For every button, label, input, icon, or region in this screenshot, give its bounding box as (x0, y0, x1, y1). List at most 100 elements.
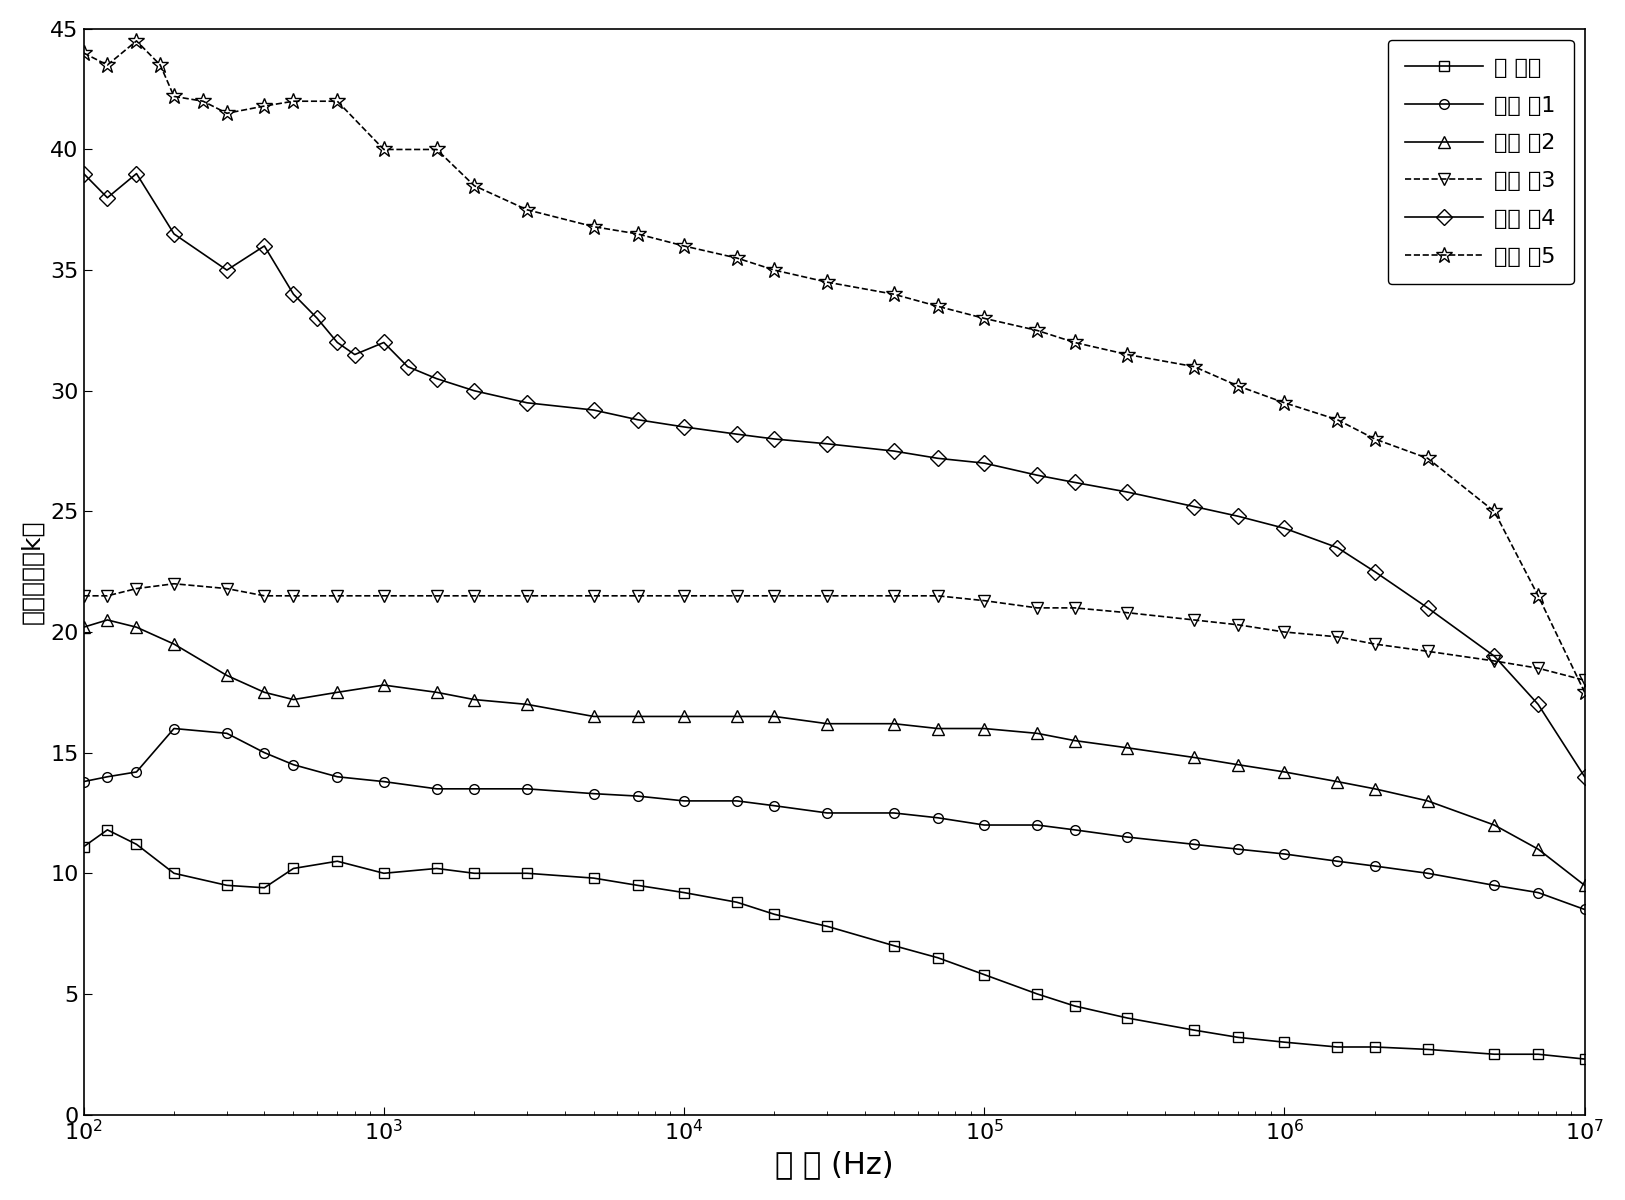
实施 例3 (1365, 637, 1384, 652)
实施 例2 (427, 685, 447, 700)
实施 例1 (884, 805, 904, 820)
实施 例2 (517, 697, 536, 712)
实施 例3 (328, 589, 348, 604)
实施 例3 (164, 576, 184, 590)
实施 例2 (627, 709, 647, 724)
实施 例2 (1419, 793, 1438, 808)
实施 例5 (884, 287, 904, 301)
对 比例 (284, 862, 304, 876)
实施 例1 (1118, 830, 1138, 845)
实施 例2 (1064, 733, 1084, 748)
实施 例4 (374, 335, 393, 349)
实施 例4 (1118, 485, 1138, 499)
实施 例4 (627, 413, 647, 427)
实施 例3 (465, 589, 484, 604)
实施 例5 (255, 98, 275, 113)
实施 例5 (1485, 504, 1505, 518)
对 比例 (975, 967, 994, 982)
实施 例4 (884, 444, 904, 458)
实施 例3 (73, 589, 93, 604)
Y-axis label: 介电常数（k）: 介电常数（k） (21, 520, 46, 624)
实施 例4 (465, 384, 484, 398)
实施 例4 (255, 239, 275, 253)
实施 例4 (127, 167, 146, 181)
实施 例3 (1419, 644, 1438, 659)
实施 例5 (517, 203, 536, 217)
实施 例3 (817, 589, 837, 604)
实施 例4 (1274, 521, 1294, 535)
实施 例5 (73, 46, 93, 60)
对 比例 (465, 866, 484, 881)
实施 例3 (1027, 601, 1046, 616)
对 比例 (583, 871, 603, 886)
实施 例2 (284, 692, 304, 707)
实施 例2 (328, 685, 348, 700)
实施 例5 (1575, 685, 1594, 700)
对 比例 (928, 950, 947, 965)
实施 例1 (1365, 859, 1384, 874)
对 比例 (1328, 1039, 1347, 1054)
对 比例 (1365, 1039, 1384, 1054)
实施 例5 (465, 179, 484, 193)
实施 例1 (1274, 847, 1294, 862)
实施 例5 (1064, 335, 1084, 349)
实施 例3 (765, 589, 785, 604)
实施 例4 (1485, 649, 1505, 664)
实施 例1 (928, 810, 947, 824)
Line: 实施 例1: 实施 例1 (78, 724, 1589, 914)
实施 例4 (1228, 509, 1248, 523)
实施 例5 (928, 299, 947, 313)
实施 例5 (1185, 360, 1204, 374)
实施 例5 (218, 106, 237, 120)
实施 例4 (975, 456, 994, 470)
实施 例5 (374, 143, 393, 157)
实施 例3 (1118, 606, 1138, 620)
实施 例4 (427, 372, 447, 386)
实施 例2 (218, 668, 237, 683)
实施 例3 (627, 589, 647, 604)
实施 例2 (1485, 818, 1505, 833)
对 比例 (627, 878, 647, 893)
实施 例2 (1027, 726, 1046, 740)
实施 例4 (726, 427, 746, 442)
对 比例 (726, 895, 746, 910)
实施 例5 (427, 143, 447, 157)
实施 例3 (284, 589, 304, 604)
实施 例1 (465, 781, 484, 796)
对 比例 (255, 881, 275, 895)
实施 例3 (1529, 661, 1549, 676)
实施 例5 (151, 58, 171, 72)
实施 例1 (1064, 823, 1084, 838)
实施 例4 (73, 167, 93, 181)
实施 例4 (1328, 540, 1347, 554)
实施 例4 (398, 360, 418, 374)
实施 例5 (726, 251, 746, 265)
实施 例1 (374, 774, 393, 788)
实施 例1 (1185, 838, 1204, 852)
实施 例3 (1064, 601, 1084, 616)
实施 例5 (98, 58, 117, 72)
实施 例2 (98, 613, 117, 628)
Line: 实施 例4: 实施 例4 (78, 168, 1591, 782)
实施 例5 (193, 94, 213, 108)
实施 例4 (284, 287, 304, 301)
实施 例3 (255, 589, 275, 604)
实施 例2 (1328, 774, 1347, 788)
实施 例1 (517, 781, 536, 796)
实施 例5 (328, 94, 348, 108)
实施 例3 (1185, 613, 1204, 628)
实施 例1 (1228, 842, 1248, 857)
实施 例4 (1575, 769, 1594, 784)
实施 例3 (1575, 673, 1594, 688)
实施 例4 (218, 263, 237, 277)
实施 例2 (164, 637, 184, 652)
实施 例4 (1185, 499, 1204, 514)
实施 例1 (1328, 854, 1347, 869)
实施 例3 (98, 589, 117, 604)
对 比例 (517, 866, 536, 881)
实施 例1 (218, 726, 237, 740)
实施 例4 (328, 335, 348, 349)
Legend: 对 比例, 实施 例1, 实施 例2, 实施 例3, 实施 例4, 实施 例5: 对 比例, 实施 例1, 实施 例2, 实施 例3, 实施 例4, 实施 例5 (1388, 40, 1573, 284)
实施 例2 (374, 678, 393, 692)
实施 例2 (674, 709, 694, 724)
